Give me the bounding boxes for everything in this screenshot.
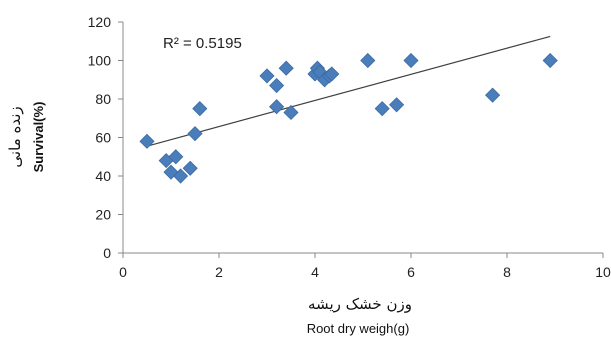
x-axis-ticks: 0 2 4 6 8 10 — [119, 253, 611, 280]
x-tick-label: 2 — [215, 264, 223, 280]
data-point — [374, 101, 390, 117]
data-point — [173, 168, 189, 184]
data-point — [403, 52, 419, 69]
y-tick-label: 120 — [88, 14, 112, 30]
x-axis-title-persian: وزن خشک ریشه — [308, 295, 412, 313]
data-points — [139, 52, 558, 184]
y-tick-label: 100 — [88, 53, 112, 69]
data-point — [542, 52, 558, 69]
data-point — [485, 87, 501, 103]
x-tick-label: 8 — [503, 264, 511, 280]
data-point — [360, 52, 376, 69]
data-point — [168, 149, 184, 165]
data-point — [389, 97, 405, 113]
data-point — [269, 77, 285, 94]
data-point — [269, 99, 285, 115]
data-point — [182, 160, 198, 176]
data-point — [259, 68, 275, 84]
y-axis-title-english: Survival(%) — [31, 102, 46, 173]
x-tick-label: 4 — [311, 264, 319, 280]
x-tick-label: 6 — [407, 264, 415, 280]
y-tick-label: 20 — [95, 207, 111, 223]
trendline — [146, 35, 551, 147]
data-point — [139, 133, 155, 149]
y-tick-label: 0 — [103, 245, 111, 261]
y-tick-label: 40 — [95, 168, 111, 184]
y-axis-title-persian: زنده مانی — [6, 106, 24, 167]
x-tick-label: 10 — [595, 264, 611, 280]
r-squared-annotation: R² = 0.5195 — [163, 35, 242, 52]
y-tick-label: 60 — [95, 130, 111, 146]
y-axis-ticks: 0 20 40 60 80 100 120 — [88, 14, 123, 261]
data-point — [192, 101, 208, 117]
data-point — [283, 104, 299, 121]
x-tick-label: 0 — [119, 264, 127, 280]
y-tick-label: 80 — [95, 91, 111, 107]
data-point — [324, 66, 340, 82]
data-point — [187, 126, 203, 142]
data-point — [278, 60, 294, 76]
x-axis-title-english: Root dry weigh(g) — [307, 321, 410, 336]
